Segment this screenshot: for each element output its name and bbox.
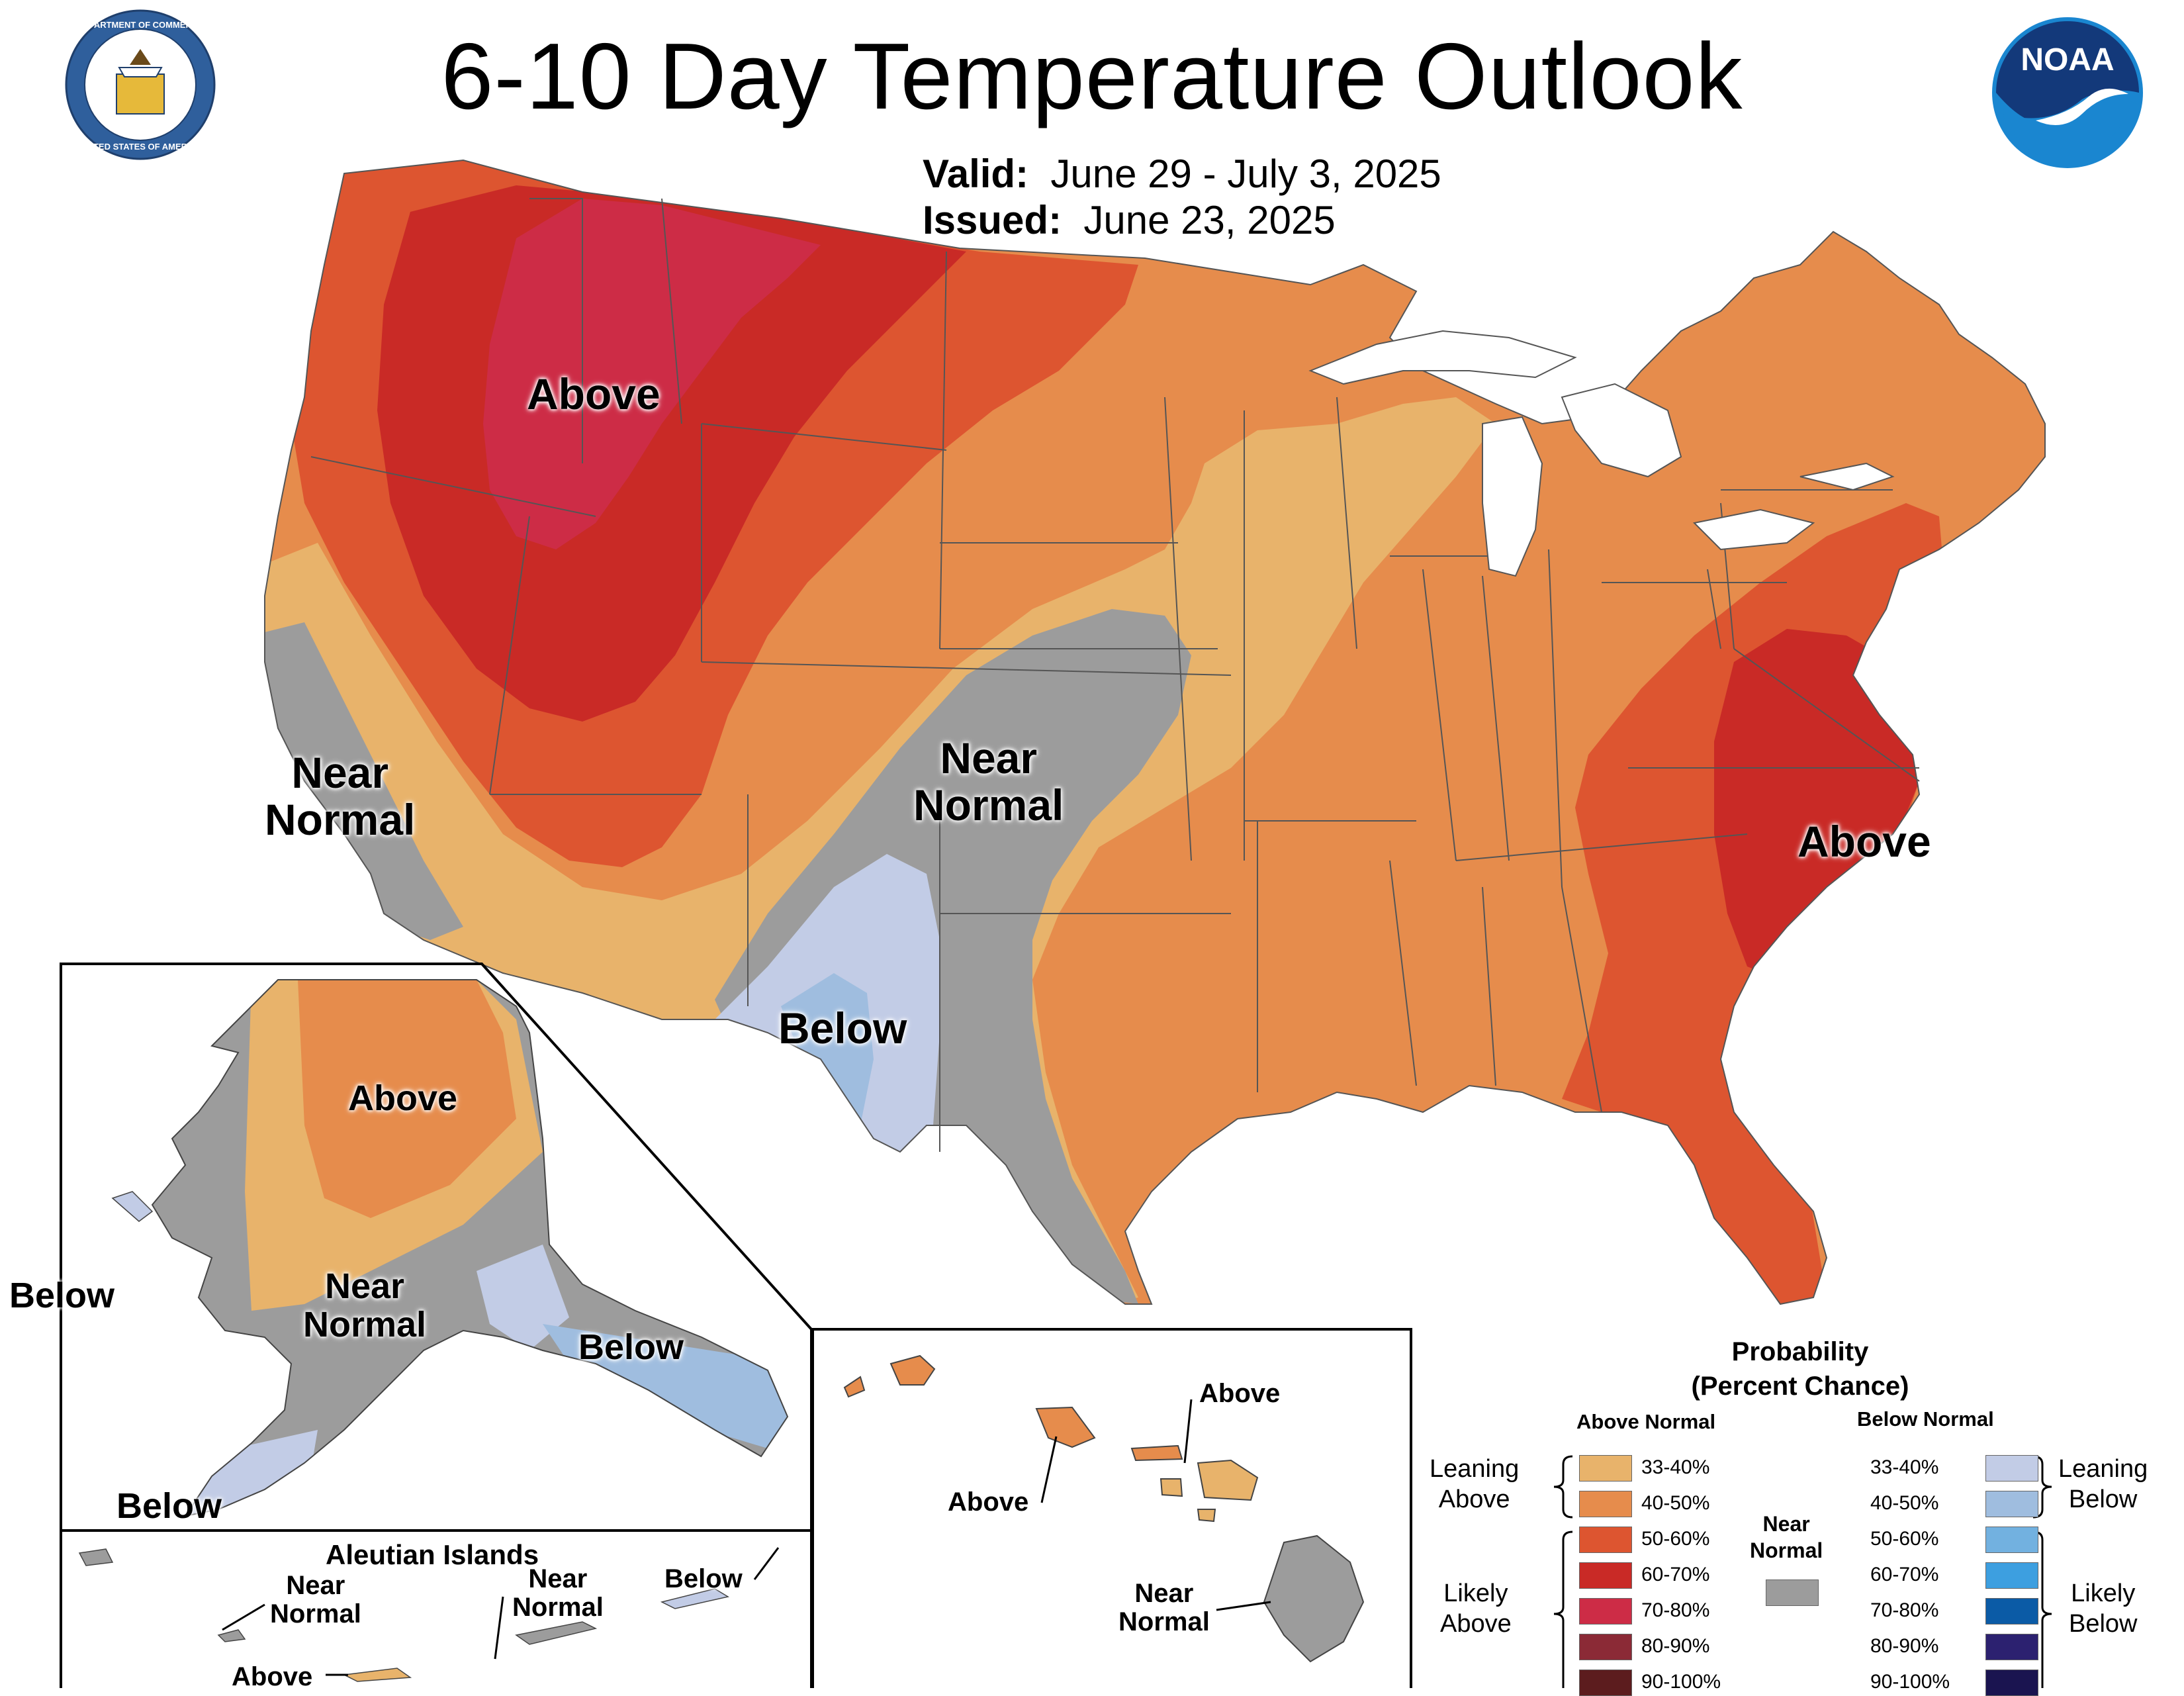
issued-row: Issued: June 23, 2025 [923, 197, 1336, 243]
label-conus-near-west: Near Normal [265, 748, 416, 845]
label-aleutian-near-1: Near Normal [270, 1571, 361, 1629]
legend-swatch-below-1 [1985, 1491, 2038, 1517]
legend-swatch-below-4 [1985, 1598, 2038, 1625]
label-aleutian-below: Below [664, 1564, 743, 1593]
legend-label-below-2: 50-60% [1870, 1528, 1939, 1550]
legend-near-label: Near Normal [1750, 1512, 1823, 1562]
legend-swatch-below-5 [1985, 1634, 2038, 1660]
legend-label-above-4: 70-80% [1641, 1599, 1710, 1621]
issued-label: Issued: [923, 198, 1062, 242]
alaska-islands [78, 1191, 729, 1682]
brace-likely-below [2032, 1531, 2052, 1688]
legend-likely-below: Likely Below [2069, 1579, 2138, 1638]
legend-label-above-0: 33-40% [1641, 1456, 1710, 1478]
callout-lines [222, 1399, 1271, 1676]
conus-borders [264, 160, 2046, 1305]
legend-swatch-below-2 [1985, 1527, 2038, 1553]
label-hi-above-1: Above [1199, 1379, 1281, 1408]
label-ak-below-west: Below [9, 1276, 115, 1315]
legend-swatch-above-1 [1579, 1491, 1632, 1517]
legend-label-below-4: 70-80% [1870, 1599, 1939, 1621]
label-hi-above-2: Above [948, 1487, 1029, 1517]
label-ak-above: Above [348, 1078, 458, 1118]
valid-label: Valid: [923, 152, 1029, 196]
valid-row: Valid: June 29 - July 3, 2025 [923, 151, 1441, 197]
legend-swatch-above-4 [1579, 1598, 1632, 1625]
legend-label-above-3: 60-70% [1641, 1564, 1710, 1585]
svg-text:DEPARTMENT OF COMMERCE: DEPARTMENT OF COMMERCE [77, 20, 204, 30]
legend-label-below-3: 60-70% [1870, 1564, 1939, 1585]
legend-leaning-above: Leaning Above [1430, 1455, 1520, 1514]
legend-above-header: Above Normal [1576, 1410, 1716, 1433]
label-ak-near: Near Normal [303, 1266, 427, 1345]
brace-leaning-below [2032, 1455, 2052, 1519]
hawaii-islands [843, 1354, 1365, 1663]
legend-label-below-5: 80-90% [1870, 1635, 1939, 1657]
svg-text:UNITED STATES OF AMERICA: UNITED STATES OF AMERICA [79, 142, 203, 152]
legend [1553, 1455, 2052, 1688]
label-conus-above-west: Above [527, 369, 660, 418]
legend-swatch-above-2 [1579, 1527, 1632, 1553]
legend-leaning-below: Leaning Below [2058, 1455, 2148, 1514]
page-title: 6-10 Day Temperature Outlook [441, 24, 1743, 129]
valid-value: June 29 - July 3, 2025 [1050, 152, 1441, 196]
legend-swatch-above-5 [1579, 1634, 1632, 1660]
brace-leaning-above [1553, 1455, 1573, 1519]
label-conus-near-central: Near Normal [913, 733, 1064, 830]
svg-text:NOAA: NOAA [2021, 42, 2114, 77]
label-conus-below-sw: Below [778, 1004, 907, 1053]
label-conus-above-east: Above [1797, 817, 1931, 866]
legend-swatch-below-0 [1985, 1455, 2038, 1482]
legend-title: Probability (Percent Chance) [1691, 1337, 1909, 1401]
legend-label-above-6: 90-100% [1641, 1671, 1721, 1693]
hawaii-inset-frame [811, 1328, 1412, 1688]
legend-label-above-2: 50-60% [1641, 1528, 1710, 1550]
commerce-seal-icon: DEPARTMENT OF COMMERCE UNITED STATES OF … [65, 9, 216, 160]
brace-likely-above [1553, 1531, 1573, 1688]
label-hi-near: Near Normal [1118, 1579, 1210, 1637]
legend-label-below-1: 40-50% [1870, 1492, 1939, 1514]
legend-swatch-above-3 [1579, 1562, 1632, 1589]
label-aleutian-above: Above [232, 1662, 313, 1691]
label-aleutian-near-2: Near Normal [512, 1564, 604, 1623]
legend-swatch-below-6 [1985, 1670, 2038, 1696]
noaa-logo-icon: NOAA [1992, 17, 2143, 168]
legend-label-above-1: 40-50% [1641, 1492, 1710, 1514]
legend-label-below-0: 33-40% [1870, 1456, 1939, 1478]
legend-swatch-above-6 [1579, 1670, 1632, 1696]
legend-swatch-near [1766, 1579, 1819, 1606]
great-lakes [1308, 330, 1895, 577]
legend-likely-above: Likely Above [1440, 1579, 1512, 1638]
label-aleutian-title: Aleutian Islands [326, 1539, 539, 1570]
conus-fill [265, 160, 2045, 1304]
legend-label-below-6: 90-100% [1870, 1671, 1950, 1693]
legend-below-header: Below Normal [1857, 1407, 1994, 1431]
legend-swatch-below-3 [1985, 1562, 2038, 1589]
issued-value: June 23, 2025 [1083, 198, 1336, 242]
label-ak-below-sw: Below [116, 1486, 222, 1526]
label-ak-below-se: Below [578, 1327, 684, 1367]
legend-swatch-above-0 [1579, 1455, 1632, 1482]
legend-label-above-5: 80-90% [1641, 1635, 1710, 1657]
